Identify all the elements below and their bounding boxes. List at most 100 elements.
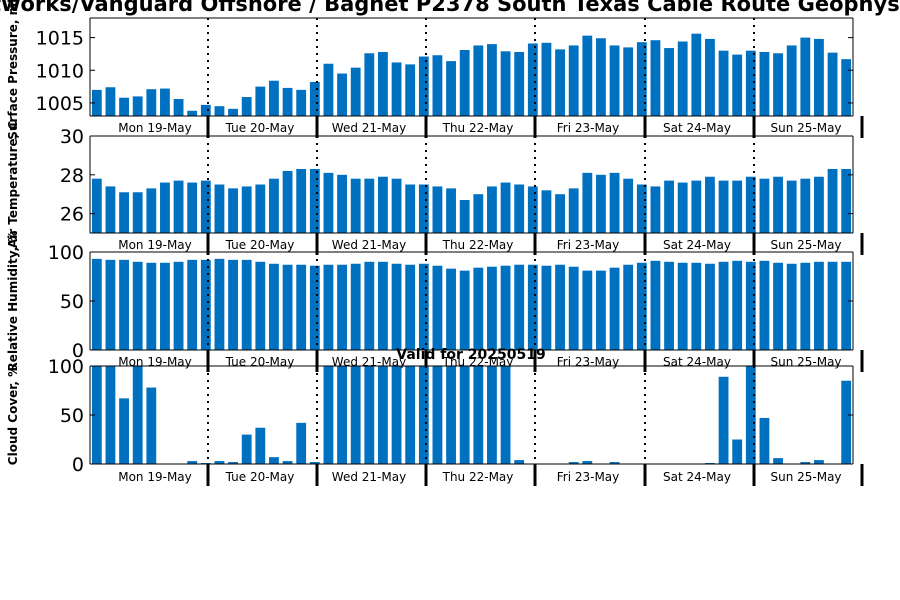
y-tick-label: 28 xyxy=(60,165,84,187)
day-label: Sun 25-May xyxy=(770,470,841,484)
bar xyxy=(596,270,606,350)
bar xyxy=(514,460,525,464)
bar xyxy=(282,461,293,464)
bar xyxy=(487,366,497,464)
bar xyxy=(745,50,756,116)
y-axis-label: Cloud Cover, % xyxy=(6,365,20,465)
bar xyxy=(841,380,852,464)
bar xyxy=(623,178,634,233)
bar xyxy=(405,184,416,233)
bar xyxy=(609,45,620,116)
day-label: Thu 22-May xyxy=(442,238,514,252)
day-label: Sat 24-May xyxy=(663,121,731,135)
bar xyxy=(282,87,293,116)
day-label: Wed 21-May xyxy=(332,121,406,135)
bar xyxy=(255,261,266,350)
bar xyxy=(459,270,470,350)
bar xyxy=(378,51,388,116)
bar xyxy=(487,266,497,350)
bar xyxy=(432,55,443,116)
bar xyxy=(827,52,838,116)
bar xyxy=(459,200,470,233)
bar xyxy=(214,184,225,233)
bar xyxy=(677,41,688,116)
y-tick-label: 100 xyxy=(48,356,84,378)
bar xyxy=(582,270,593,350)
bar xyxy=(323,366,334,464)
bar xyxy=(241,186,252,233)
bar xyxy=(446,61,456,116)
bar xyxy=(255,184,266,233)
bar xyxy=(91,178,102,233)
bar xyxy=(160,262,170,350)
bar xyxy=(378,366,388,464)
bar xyxy=(296,264,307,350)
bar xyxy=(473,194,484,233)
bar xyxy=(105,186,116,233)
bar xyxy=(378,176,388,233)
bar xyxy=(568,266,579,350)
bar xyxy=(677,182,688,233)
bar xyxy=(146,262,157,350)
bar xyxy=(269,263,279,350)
bar xyxy=(309,462,320,464)
day-label: Thu 22-May xyxy=(442,470,514,484)
bar xyxy=(364,178,375,233)
bar xyxy=(200,104,211,116)
day-label: Mon 19-May xyxy=(118,470,192,484)
bar xyxy=(350,178,361,233)
bar xyxy=(596,174,606,233)
day-label: Mon 19-May xyxy=(118,238,192,252)
y-tick-label: 1005 xyxy=(36,93,84,115)
bar xyxy=(759,417,770,464)
bar xyxy=(309,168,320,233)
bar xyxy=(636,184,647,233)
bar xyxy=(514,264,525,350)
bar xyxy=(718,376,729,464)
bar xyxy=(691,262,702,350)
bar xyxy=(187,259,198,350)
bar xyxy=(200,180,211,233)
bar xyxy=(255,86,266,116)
bar xyxy=(650,186,661,233)
bar xyxy=(105,366,116,464)
y-tick-label: 1015 xyxy=(36,28,84,50)
bar xyxy=(160,182,170,233)
bar xyxy=(623,264,634,350)
bar xyxy=(759,51,770,116)
bar xyxy=(432,265,443,350)
day-label: Sun 25-May xyxy=(770,355,841,369)
bar xyxy=(527,264,538,350)
bar xyxy=(364,366,375,464)
bar xyxy=(269,80,279,116)
bar xyxy=(228,108,238,116)
bar xyxy=(555,194,565,233)
bar xyxy=(323,63,334,116)
bar xyxy=(677,262,688,350)
bar xyxy=(446,188,456,233)
bar xyxy=(732,180,743,233)
bar xyxy=(418,366,429,464)
bar xyxy=(582,461,593,464)
day-label: Mon 19-May xyxy=(118,355,192,369)
bar xyxy=(296,422,307,464)
bar xyxy=(500,51,511,116)
bar xyxy=(691,33,702,116)
y-tick-label: 0 xyxy=(72,454,84,476)
bar xyxy=(296,168,307,233)
bar xyxy=(132,366,143,464)
bar xyxy=(418,56,429,116)
bar xyxy=(596,38,606,116)
bar xyxy=(200,259,211,350)
bar xyxy=(432,366,443,464)
bar xyxy=(732,260,743,350)
bar xyxy=(105,87,116,116)
bar xyxy=(800,262,811,350)
bar xyxy=(391,62,402,116)
bar xyxy=(568,462,579,464)
day-label: Sat 24-May xyxy=(663,470,731,484)
bar xyxy=(91,366,102,464)
bar xyxy=(582,172,593,233)
bar xyxy=(609,267,620,350)
bar xyxy=(459,50,470,117)
